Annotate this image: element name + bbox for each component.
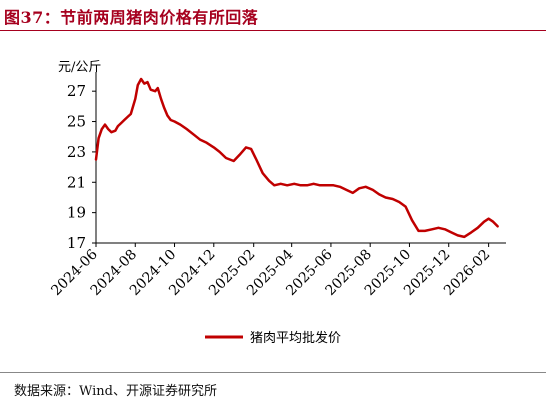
y-tick-label: 27 <box>67 82 86 100</box>
y-axis-unit-label: 元/公斤 <box>58 60 101 75</box>
y-tick-label: 23 <box>67 143 86 161</box>
y-tick-label: 19 <box>67 204 86 222</box>
legend: 猪肉平均批发价 <box>205 330 341 346</box>
title-divider <box>0 30 546 31</box>
source-divider <box>0 372 546 373</box>
figure-title: 图37：节前两周猪肉价格有所回落 <box>4 8 259 27</box>
y-axis: 元/公斤 17 19 21 23 25 27 <box>58 60 101 252</box>
y-tick-label: 17 <box>67 234 86 252</box>
line-chart: 元/公斤 17 19 21 23 25 27 2024-062024-082024-1020… <box>48 60 506 346</box>
source-note: 数据来源：Wind、开源证券研究所 <box>14 384 217 399</box>
legend-label: 猪肉平均批发价 <box>250 330 341 346</box>
series-line <box>94 77 499 239</box>
x-axis: 2024-062024-082024-102024-122025-022025-… <box>48 242 506 299</box>
series-layer <box>94 77 499 239</box>
y-tick-label: 25 <box>67 113 86 131</box>
y-tick-label: 21 <box>67 173 86 191</box>
